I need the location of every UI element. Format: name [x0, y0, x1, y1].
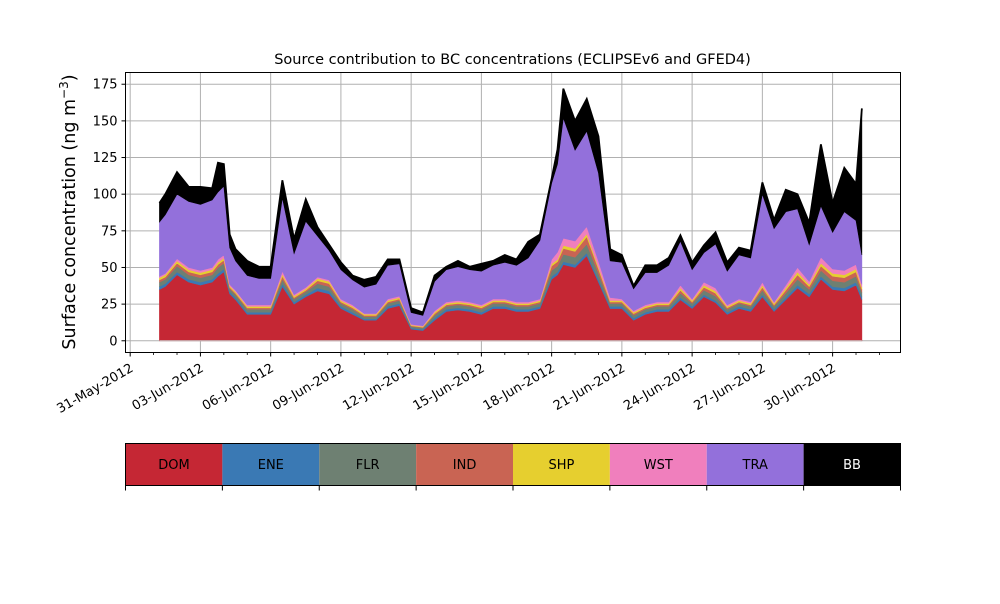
- legend-colorbar: DOM ENE FLR IND SHP WST TRA BB: [125, 443, 901, 491]
- legend-swatch-bb: [803, 443, 901, 486]
- y-tick-label: 125: [93, 151, 118, 166]
- legend-label-tra: TRA: [742, 458, 768, 473]
- total-line: [158, 88, 863, 314]
- x-tick-label: 06-Jun-2012: [200, 361, 277, 414]
- legend-swatch-tra: [706, 443, 804, 486]
- legend-label-shp: SHP: [549, 458, 575, 473]
- x-tick-label: 21-Jun-2012: [551, 361, 628, 414]
- legend-label-dom: DOM: [158, 458, 189, 473]
- legend-label-wst: WST: [644, 458, 673, 473]
- y-tick-label: 100: [93, 188, 118, 203]
- legend-label-flr: FLR: [356, 458, 380, 473]
- legend-label-bb: BB: [843, 458, 861, 473]
- x-tick-label: 24-Jun-2012: [621, 361, 698, 414]
- y-axis-label: Surface concentration (ng m−3): [57, 74, 80, 349]
- y-axis-label-close: ): [60, 74, 80, 81]
- legend-swatch-wst: [609, 443, 707, 486]
- x-tick-label: 31-May-2012: [55, 361, 137, 417]
- y-tick-label: 0: [109, 334, 117, 349]
- x-tick-label: 09-Jun-2012: [270, 361, 347, 414]
- y-tick-label: 175: [93, 78, 118, 93]
- y-axis-label-text: Surface concentration (ng m: [60, 99, 80, 350]
- legend-label-ene: ENE: [258, 458, 284, 473]
- y-tick-label: 150: [93, 114, 118, 129]
- legend-swatch-dom: [125, 443, 223, 486]
- legend-swatch-ind: [416, 443, 513, 486]
- x-tick-label: 03-Jun-2012: [130, 361, 207, 414]
- x-tick-label: 15-Jun-2012: [411, 361, 488, 414]
- y-tick-label: 75: [101, 224, 118, 239]
- x-tick-label: 18-Jun-2012: [481, 361, 558, 414]
- y-tick-label: 50: [101, 261, 118, 276]
- legend-swatch-flr: [319, 443, 417, 486]
- plot-frame: [125, 72, 901, 353]
- legend-swatch-ene: [222, 443, 320, 486]
- x-tick-label: 12-Jun-2012: [340, 361, 417, 414]
- y-axis-label-superscript: −3: [57, 81, 71, 99]
- legend-swatch-shp: [513, 443, 610, 486]
- y-tick-label: 25: [101, 298, 118, 313]
- x-tick-label: 27-Jun-2012: [692, 361, 769, 414]
- chart-title: Source contribution to BC concentrations…: [274, 52, 751, 68]
- x-tick-label: 30-Jun-2012: [762, 361, 839, 414]
- legend-label-ind: IND: [453, 458, 477, 473]
- total-outline: [158, 88, 863, 342]
